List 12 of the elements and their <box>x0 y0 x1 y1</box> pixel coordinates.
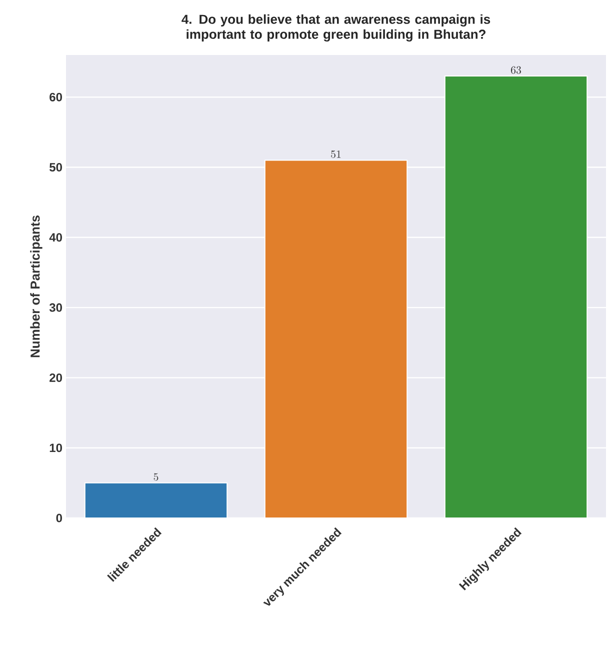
chart-title: 4. Do you believe that an awareness campaign is important to promote green building in Bhutan? <box>182 14 490 42</box>
y-tick-label: 60 <box>50 92 62 102</box>
y-tick-label: 40 <box>49 233 62 242</box>
data-label: 63 <box>511 66 521 74</box>
data-label: 51 <box>331 150 341 158</box>
y-tick-label: 20 <box>50 373 62 382</box>
y-tick-label: 10 <box>50 444 62 452</box>
y-axis-title: Number of Participants <box>30 216 42 358</box>
y-tick-label: 0 <box>56 514 62 522</box>
y-tick-label: 50 <box>50 163 62 172</box>
data-label: 5 <box>154 473 158 481</box>
y-tick-label: 30 <box>49 303 62 312</box>
